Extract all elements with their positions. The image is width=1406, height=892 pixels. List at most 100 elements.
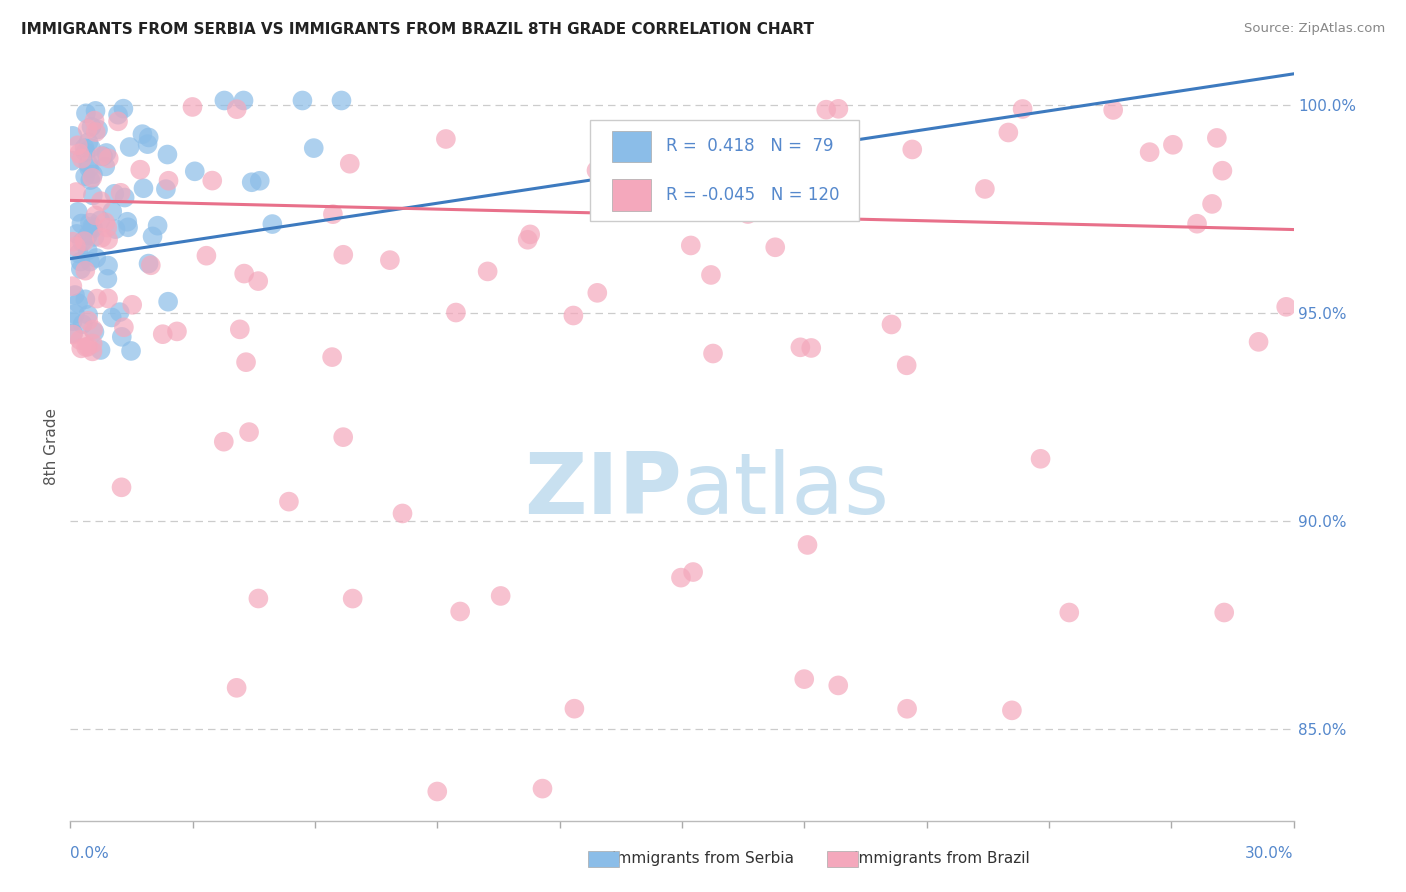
Point [82, 344, 104, 359]
Point [107, 114, 129, 128]
Point [82, 323, 104, 337]
Point [63, 307, 86, 321]
Point [62, 314, 84, 328]
Point [277, 494, 299, 508]
Point [87, 122, 110, 136]
Point [1139, 145, 1161, 160]
Point [77, 308, 100, 322]
Point [997, 126, 1019, 140]
Point [322, 207, 344, 221]
Point [769, 195, 792, 210]
Point [89, 213, 111, 227]
Point [519, 227, 541, 242]
Point [69, 333, 91, 347]
Point [84, 251, 107, 265]
Point [562, 309, 585, 323]
Point [65, 185, 87, 199]
Text: ZIP: ZIP [524, 450, 682, 533]
Point [77, 135, 100, 149]
Point [302, 141, 325, 155]
Point [880, 318, 903, 332]
Point [586, 285, 609, 300]
Point [700, 268, 723, 282]
Point [66, 138, 89, 153]
Point [827, 102, 849, 116]
Point [155, 182, 177, 196]
Point [602, 141, 624, 155]
Point [60, 153, 83, 168]
Point [70, 217, 93, 231]
Point [82, 188, 104, 202]
Point [114, 190, 136, 204]
Point [339, 157, 361, 171]
Point [75, 340, 97, 354]
Point [96, 272, 118, 286]
Point [97, 259, 120, 273]
Point [212, 434, 235, 449]
Point [820, 159, 842, 173]
Point [90, 194, 112, 209]
Point [65, 239, 87, 253]
Bar [612, 130, 651, 162]
Point [737, 207, 759, 221]
Point [1029, 451, 1052, 466]
Point [238, 425, 260, 439]
Point [391, 507, 413, 521]
Point [136, 137, 159, 152]
Point [152, 327, 174, 342]
Point [84, 208, 107, 222]
Point [1247, 334, 1270, 349]
Point [80, 120, 103, 134]
Point [157, 174, 180, 188]
Point [1185, 217, 1208, 231]
Point [1211, 163, 1233, 178]
Point [77, 161, 100, 176]
Text: atlas: atlas [682, 450, 890, 533]
Point [84, 125, 107, 139]
Point [229, 322, 252, 336]
Point [225, 102, 247, 116]
Point [132, 181, 155, 195]
Point [235, 355, 257, 369]
Point [1205, 131, 1227, 145]
Point [247, 591, 270, 606]
Point [763, 240, 786, 254]
Point [426, 784, 449, 798]
Point [82, 170, 104, 185]
Point [796, 538, 818, 552]
Text: Immigrants from Brazil: Immigrants from Brazil [855, 851, 1029, 865]
Bar [612, 179, 651, 211]
Point [138, 130, 160, 145]
Point [1201, 197, 1223, 211]
Point [249, 174, 271, 188]
Point [1161, 137, 1184, 152]
Point [156, 147, 179, 161]
Point [70, 152, 93, 166]
Point [67, 296, 90, 310]
Point [121, 298, 143, 312]
Point [195, 249, 218, 263]
Point [585, 163, 607, 178]
Point [901, 143, 924, 157]
Point [79, 173, 101, 187]
Text: IMMIGRANTS FROM SERBIA VS IMMIGRANTS FROM BRAZIL 8TH GRADE CORRELATION CHART: IMMIGRANTS FROM SERBIA VS IMMIGRANTS FRO… [21, 22, 814, 37]
Point [69, 254, 91, 268]
Point [120, 343, 142, 358]
Point [76, 228, 98, 243]
Point [896, 702, 918, 716]
Point [79, 254, 101, 268]
Point [111, 330, 134, 344]
Point [86, 292, 108, 306]
Text: R = -0.045   N = 120: R = -0.045 N = 120 [666, 186, 839, 204]
Point [63, 288, 86, 302]
Text: R =  0.418   N =  79: R = 0.418 N = 79 [666, 137, 834, 155]
Point [84, 103, 107, 118]
Point [90, 231, 112, 245]
Point [811, 171, 834, 186]
Point [94, 215, 117, 229]
Point [139, 258, 162, 272]
Point [77, 157, 100, 171]
Point [516, 233, 538, 247]
Point [477, 264, 499, 278]
Point [378, 253, 401, 268]
